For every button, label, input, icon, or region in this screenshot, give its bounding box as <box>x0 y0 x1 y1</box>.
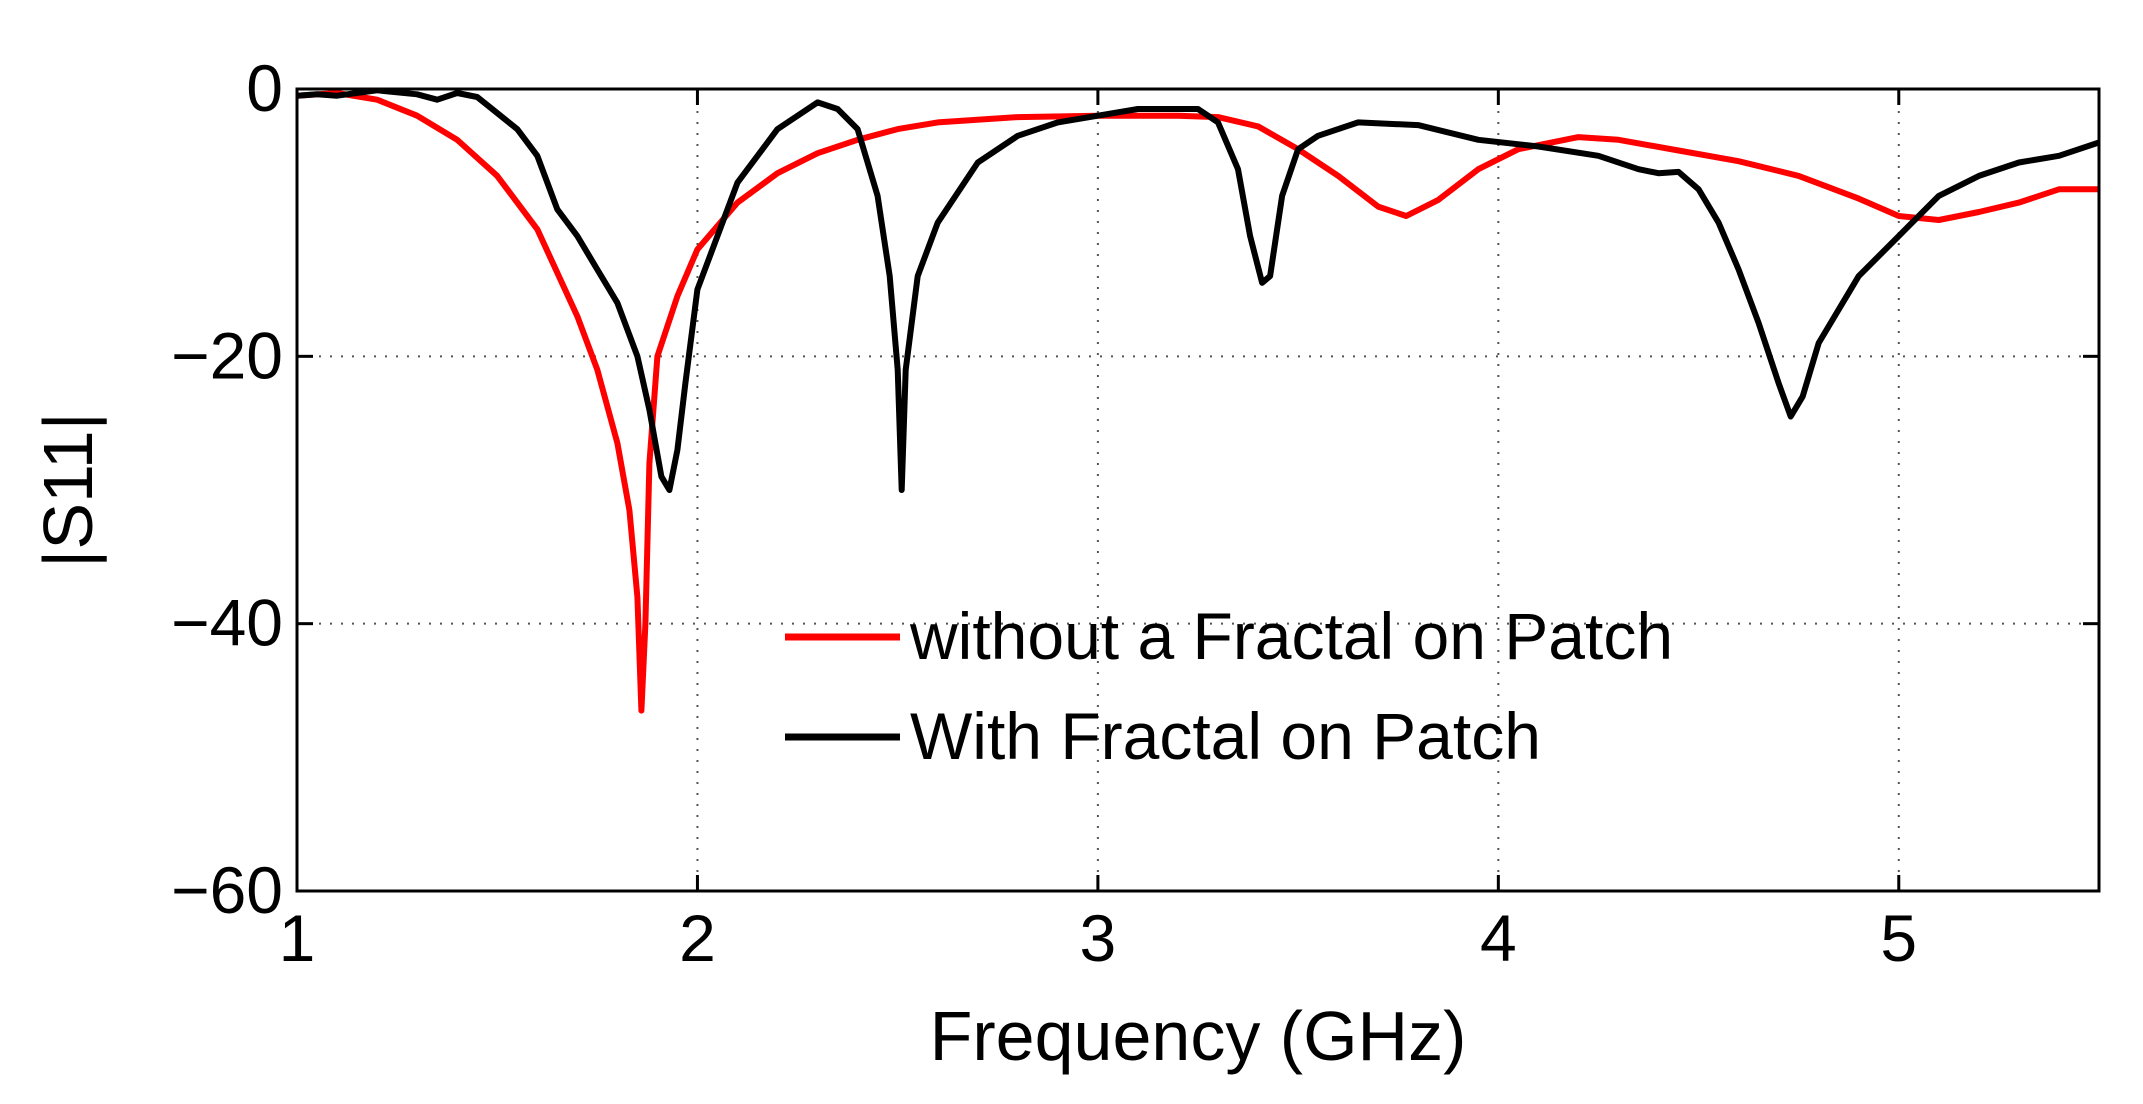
legend-label-without-a-fractal-on-patch: without a Fractal on Patch <box>909 599 1673 673</box>
x-tick-label: 5 <box>1880 901 1917 975</box>
y-tick-label: 0 <box>246 51 283 125</box>
y-tick-label: −60 <box>171 853 283 927</box>
plot-frame <box>295 87 2101 893</box>
x-tick-label: 1 <box>279 901 316 975</box>
series-line-with-fractal-on-patch <box>297 89 2099 493</box>
legend: without a Fractal on Patch With Fractal o… <box>785 599 1673 773</box>
y-axis-label: |S11| <box>29 412 107 568</box>
x-tick-label: 4 <box>1480 901 1517 975</box>
series-layer <box>297 89 2099 714</box>
y-tick-label: −40 <box>171 586 283 660</box>
x-tick-label: 3 <box>1080 901 1117 975</box>
x-axis-label: Frequency (GHz) <box>930 997 1467 1075</box>
x-tick-label: 2 <box>679 901 716 975</box>
grid-layer <box>297 89 2099 891</box>
legend-label-with-fractal-on-patch: With Fractal on Patch <box>910 699 1541 773</box>
y-tick-label: −20 <box>171 318 283 392</box>
tick-layer: 1 2 3 4 5 0 −20 −40 −60 <box>171 51 2099 975</box>
series-line-without-a-fractal-on-patch <box>297 90 2099 714</box>
